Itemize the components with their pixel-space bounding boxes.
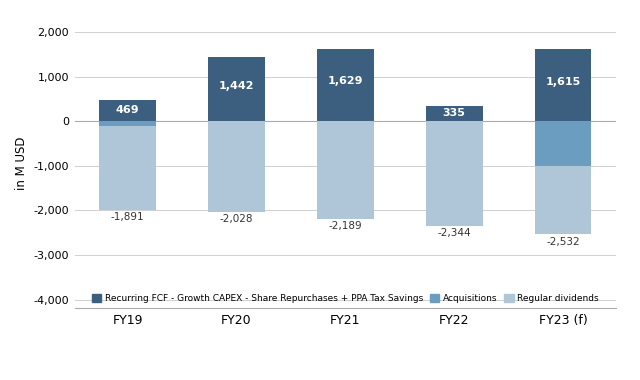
Bar [99, 126, 156, 210]
Text: 1,629: 1,629 [328, 76, 363, 86]
Bar [426, 106, 483, 121]
Bar [317, 121, 374, 219]
Bar [99, 100, 156, 121]
Text: -1,891: -1,891 [111, 212, 145, 222]
Text: -2,189: -2,189 [328, 221, 362, 231]
Text: -2,028: -2,028 [220, 214, 253, 224]
Text: -2,344: -2,344 [437, 228, 471, 238]
Bar [426, 121, 483, 226]
Text: 1,615: 1,615 [545, 77, 580, 87]
Bar [208, 121, 265, 212]
Text: 469: 469 [116, 105, 140, 115]
Bar [317, 49, 374, 121]
Bar [535, 121, 591, 166]
Text: 335: 335 [443, 108, 466, 118]
Bar [99, 121, 156, 126]
Text: -2,532: -2,532 [547, 237, 580, 247]
Bar [208, 57, 265, 121]
Bar [535, 49, 591, 121]
Text: 1,442: 1,442 [219, 81, 254, 91]
Y-axis label: in M USD: in M USD [15, 137, 28, 190]
Bar [535, 166, 591, 234]
Legend: Recurring FCF - Growth CAPEX - Share Repurchases + PPA Tax Savings, Acquisitions: Recurring FCF - Growth CAPEX - Share Rep… [88, 291, 602, 307]
